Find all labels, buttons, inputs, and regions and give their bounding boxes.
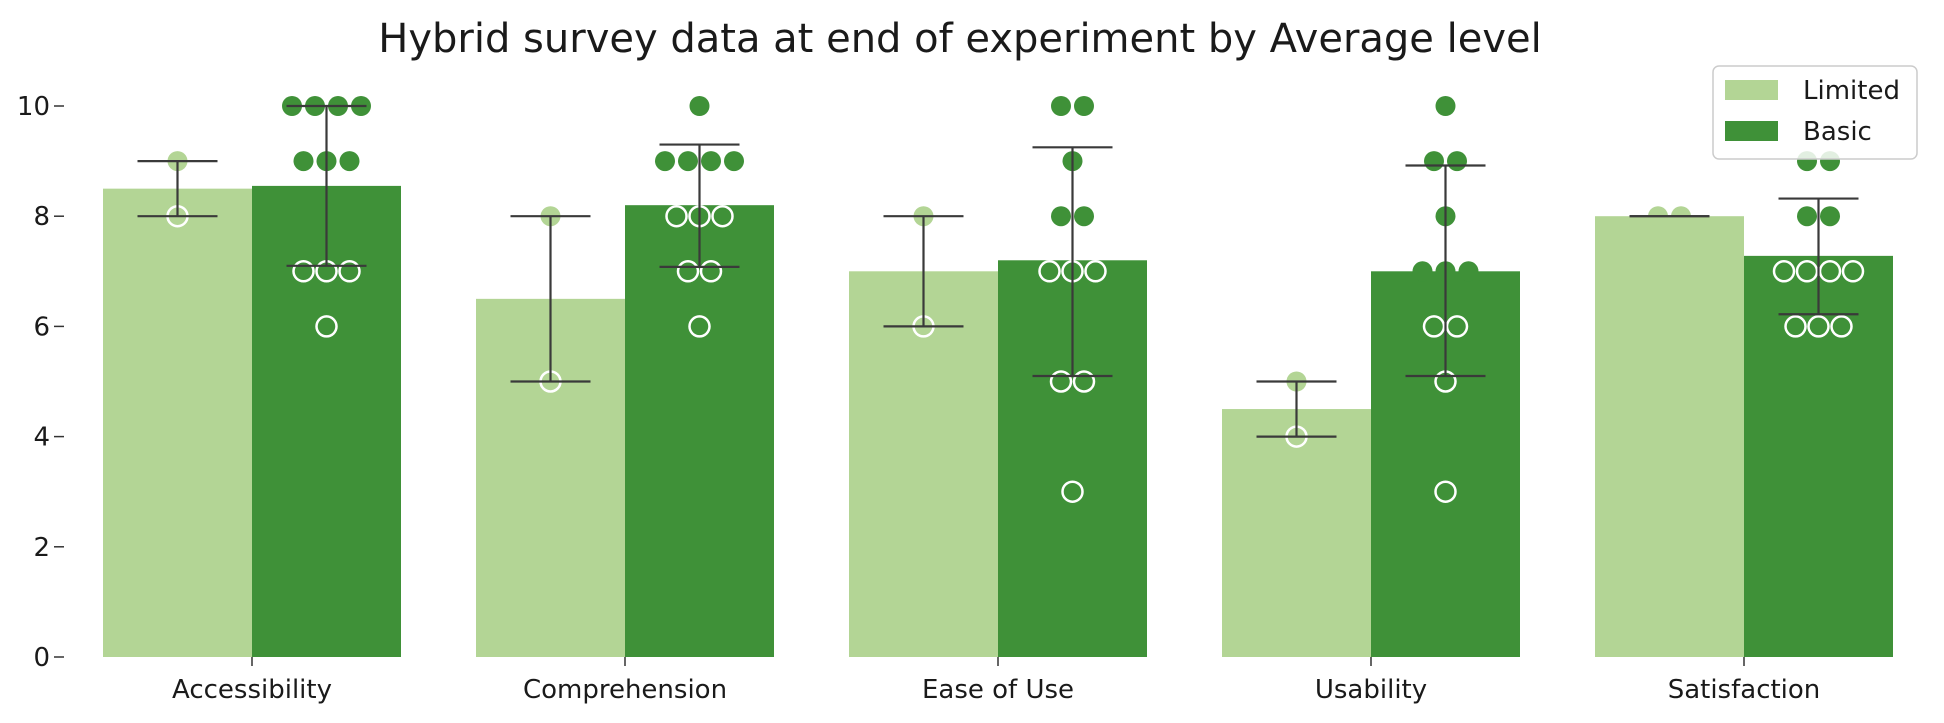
point-basic-comprehension [665,204,688,228]
point-basic-ease-of-use [1038,260,1061,283]
x-axis: Accessibility Comprehension Ease of Use Usa… [172,657,1820,705]
bar-limited-usability [1222,409,1371,657]
point-basic-usability [1445,315,1469,338]
point-basic-accessibility [315,315,338,338]
bars-layer [103,185,1893,657]
y-tick-label-0: 0 [33,643,50,673]
point-basic-accessibility [339,151,360,172]
legend-swatch-basic [1725,121,1778,141]
y-tick-label-2: 2 [33,533,50,563]
point-basic-ease-of-use [1084,260,1107,283]
point-basic-ease-of-use [1051,96,1071,116]
point-basic-comprehension [676,260,700,283]
x-tick-label-satisfaction: Satisfaction [1668,675,1821,705]
y-tick-label-4: 4 [33,423,50,453]
point-basic-comprehension [724,151,744,172]
point-basic-ease-of-use [1074,206,1094,227]
point-basic-usability [1412,261,1433,282]
bar-limited-accessibility [103,188,252,657]
point-basic-satisfaction [1784,315,1807,338]
bar-basic-comprehension [625,205,774,657]
legend-label-basic: Basic [1803,117,1872,147]
point-basic-accessibility [338,260,361,283]
bar-limited-satisfaction [1595,216,1744,657]
point-basic-ease-of-use [1061,480,1084,503]
x-tick-label-accessibility: Accessibility [172,675,332,705]
chart-title: Hybrid survey data at end of experiment … [378,16,1542,62]
x-tick-label-usability: Usability [1315,675,1427,705]
point-basic-usability [1422,315,1446,338]
point-basic-accessibility [293,151,314,172]
y-tick-label-8: 8 [33,202,50,232]
point-basic-satisfaction [1807,315,1830,338]
y-tick-label-10: 10 [17,92,50,122]
y-axis: 0 2 4 6 8 10 [17,92,64,673]
error-bars-layer [137,104,1859,438]
bar-limited-ease-of-use [849,271,998,657]
point-basic-satisfaction [1772,260,1796,283]
point-basic-accessibility [292,260,315,283]
point-basic-usability [1447,151,1467,172]
point-basic-satisfaction [1818,260,1842,283]
point-basic-usability [1458,261,1479,282]
legend-label-limited: Limited [1803,76,1900,106]
point-basic-satisfaction [1830,315,1853,338]
point-basic-comprehension [689,96,710,116]
bar-basic-satisfaction [1744,255,1893,657]
x-tick-label-comprehension: Comprehension [523,675,727,705]
point-basic-comprehension [655,151,675,172]
y-tick-label-6: 6 [33,312,50,342]
point-basic-satisfaction [1841,260,1865,283]
point-basic-comprehension [699,260,723,283]
point-basic-comprehension [688,315,711,338]
point-basic-ease-of-use [1051,206,1071,227]
legend: Limited Basic [1712,65,1918,160]
point-basic-comprehension [711,204,734,228]
point-basic-comprehension [701,151,721,172]
point-basic-ease-of-use [1049,370,1073,393]
x-tick-label-ease-of-use: Ease of Use [922,675,1074,705]
legend-swatch-limited [1725,80,1778,100]
point-basic-ease-of-use [1072,370,1096,393]
point-basic-comprehension [678,151,698,172]
point-basic-usability [1435,96,1456,116]
point-basic-satisfaction [1797,206,1817,227]
point-basic-usability [1424,151,1444,172]
point-basic-ease-of-use [1074,96,1094,116]
point-basic-usability [1434,480,1457,503]
point-basic-satisfaction [1820,206,1840,227]
point-basic-satisfaction [1795,260,1819,283]
